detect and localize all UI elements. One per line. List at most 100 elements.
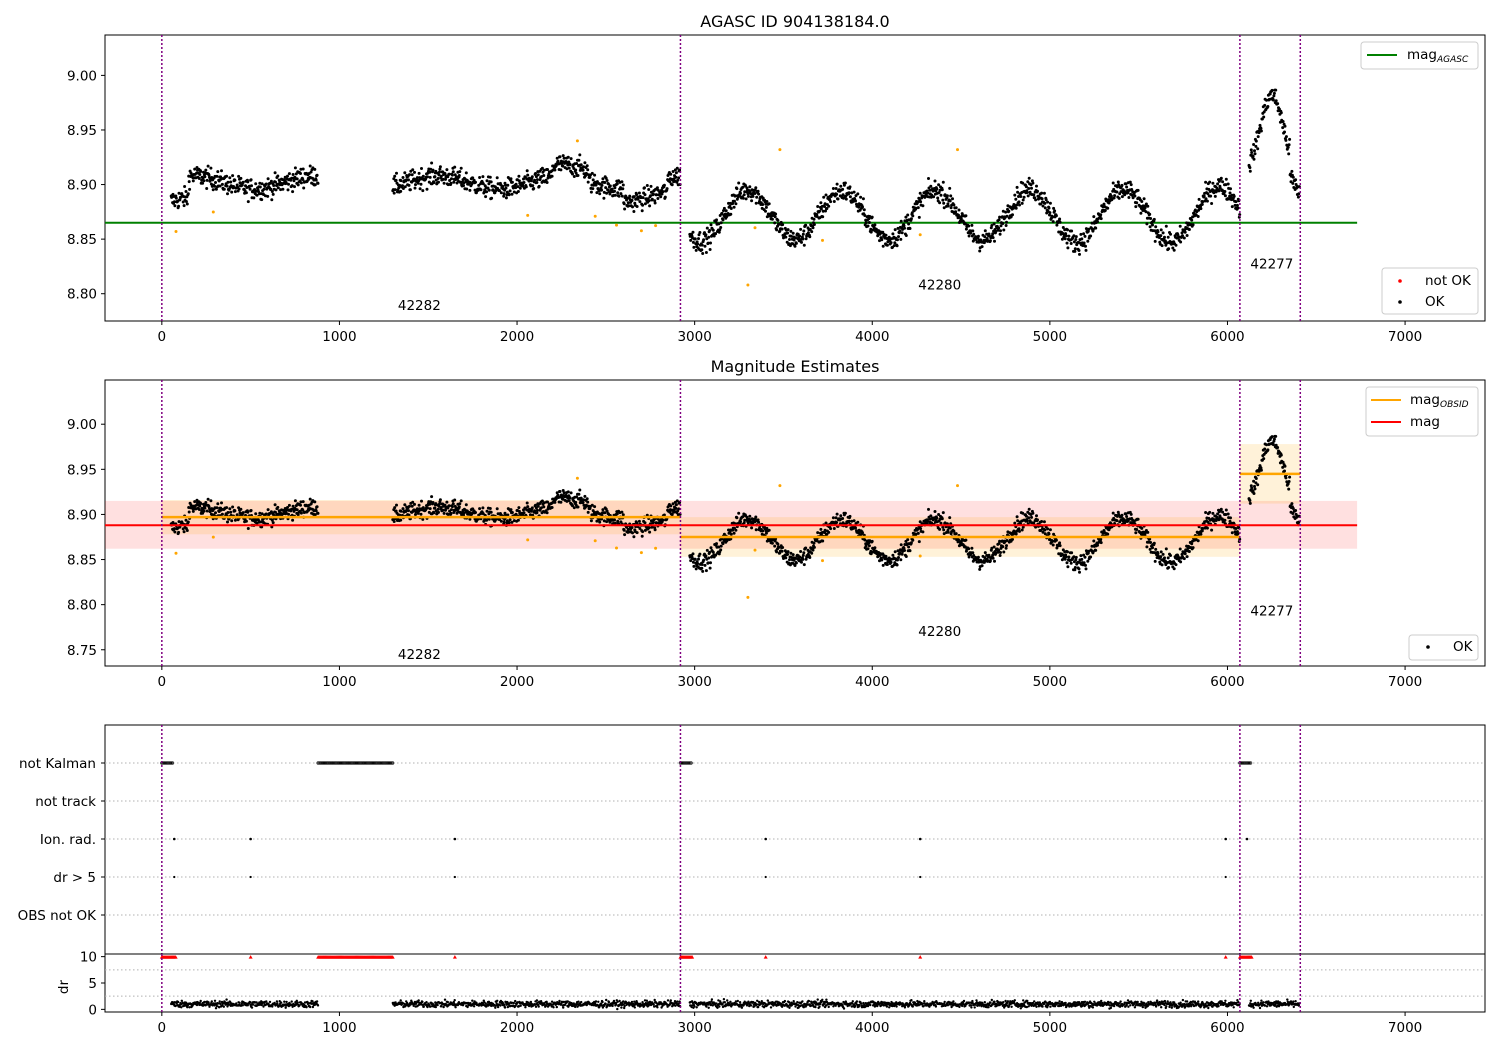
ok-point xyxy=(1047,206,1051,210)
ok-point xyxy=(1004,210,1008,214)
ok-point xyxy=(485,518,489,522)
ok-point xyxy=(1164,224,1168,228)
ok-point xyxy=(191,179,195,183)
excluded-point xyxy=(174,230,178,233)
ok-point xyxy=(616,191,620,195)
ok-point xyxy=(832,200,836,203)
ok-point xyxy=(269,179,273,183)
ok-point xyxy=(781,546,785,549)
ok-point xyxy=(914,206,918,210)
ok-point xyxy=(1287,487,1291,491)
ok-point xyxy=(1287,152,1291,156)
ok-point xyxy=(704,569,708,573)
ok-point xyxy=(734,528,738,532)
ok-point xyxy=(1213,194,1217,198)
ok-point xyxy=(450,173,454,177)
ok-point xyxy=(1248,501,1252,505)
estimates-title: Magnitude Estimates xyxy=(711,357,880,376)
ok-point xyxy=(291,190,295,194)
ok-point xyxy=(263,194,267,198)
ok-point xyxy=(1259,468,1263,472)
ok-point xyxy=(499,191,503,195)
ok-point xyxy=(788,558,791,562)
ok-point xyxy=(260,512,264,516)
ok-point xyxy=(635,531,639,535)
ok-point xyxy=(957,213,960,217)
ok-point xyxy=(878,239,881,243)
ok-point xyxy=(824,521,828,525)
ok-point xyxy=(1036,518,1039,522)
ok-point xyxy=(940,517,944,521)
ok-point xyxy=(798,555,802,559)
ok-point xyxy=(836,197,840,201)
ok-point xyxy=(1074,235,1078,239)
ok-point xyxy=(273,503,277,507)
x-tick-label: 6000 xyxy=(1210,674,1244,690)
ok-point xyxy=(1283,464,1287,468)
ok-point xyxy=(1025,519,1029,523)
ok-point xyxy=(1073,247,1077,251)
ok-point xyxy=(199,170,203,173)
ok-point xyxy=(578,488,582,492)
ok-point xyxy=(220,169,223,173)
ok-point xyxy=(631,531,634,535)
ok-point xyxy=(431,168,435,172)
ok-point xyxy=(852,190,856,194)
ok-point xyxy=(296,513,300,517)
ok-point xyxy=(1027,507,1031,511)
ok-point xyxy=(589,190,593,194)
dr-point xyxy=(176,1000,180,1004)
ok-point xyxy=(709,546,713,550)
ok-point xyxy=(693,237,697,241)
ok-point xyxy=(1253,484,1256,488)
y-tick-label: 8.85 xyxy=(67,232,97,248)
y-tick-label: 8.80 xyxy=(67,287,97,303)
ok-point xyxy=(502,194,506,198)
ok-point xyxy=(509,508,513,512)
ok-point xyxy=(1117,196,1121,200)
ok-point xyxy=(1164,243,1168,247)
y-tick-label: 8.85 xyxy=(67,553,97,569)
ok-point xyxy=(1004,224,1008,227)
ok-point xyxy=(1248,499,1252,502)
ok-point xyxy=(945,194,949,198)
ok-point xyxy=(1226,512,1230,516)
excluded-point xyxy=(753,548,757,552)
ok-point xyxy=(1046,200,1050,204)
ok-point xyxy=(994,229,998,233)
ok-point xyxy=(438,498,442,502)
ok-point xyxy=(1041,204,1045,208)
ok-point xyxy=(428,170,432,174)
ok-point xyxy=(1210,202,1214,205)
ok-point xyxy=(442,511,446,515)
ok-point xyxy=(308,164,312,168)
ok-point xyxy=(313,183,317,187)
ok-point xyxy=(542,505,546,509)
ok-point xyxy=(613,193,617,197)
ok-point xyxy=(1021,181,1025,185)
ok-point xyxy=(880,558,884,562)
ok-point xyxy=(937,191,941,195)
ok-point xyxy=(899,558,903,562)
y-tick-label: 9.00 xyxy=(67,417,97,433)
ok-point xyxy=(186,520,190,524)
ok-point xyxy=(572,175,576,178)
ok-point xyxy=(220,501,223,505)
ok-point xyxy=(1217,189,1221,193)
ok-point xyxy=(1216,182,1220,186)
ok-point xyxy=(502,520,506,524)
ok-point xyxy=(824,193,828,197)
ok-point xyxy=(449,181,453,185)
ok-point xyxy=(620,510,624,514)
ok-point xyxy=(293,499,297,503)
ok-point xyxy=(1251,154,1255,158)
ok-point xyxy=(1221,180,1225,184)
ok-point xyxy=(1221,510,1225,514)
ok-point xyxy=(1270,435,1274,439)
ok-point xyxy=(1066,565,1070,569)
ok-point xyxy=(630,526,634,529)
ok-point xyxy=(780,549,784,553)
ok-point xyxy=(869,227,873,231)
ok-point xyxy=(1106,532,1110,536)
ok-point xyxy=(484,195,488,199)
